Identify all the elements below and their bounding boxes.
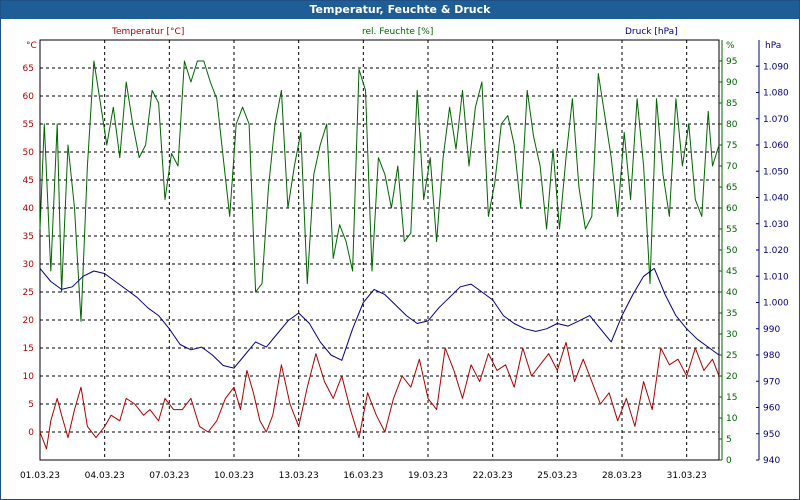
grid bbox=[40, 40, 719, 460]
plot-frame bbox=[39, 39, 720, 461]
pressure-tick-label: 1.070 bbox=[763, 115, 789, 125]
temperature-tick-label: 25 bbox=[23, 288, 34, 298]
labels-group: Temperatur [°C] rel. Feuchte [%] Druck [… bbox=[20, 27, 789, 481]
pressure-tick-label: 980 bbox=[763, 351, 780, 361]
x-tick-label: 13.03.23 bbox=[279, 471, 319, 481]
legend-humidity: rel. Feuchte [%] bbox=[362, 27, 433, 37]
x-tick-label: 10.03.23 bbox=[214, 471, 254, 481]
temperature-tick-label: 0 bbox=[28, 428, 34, 438]
pressure-tick-label: 970 bbox=[763, 377, 780, 387]
temperature-unit: °C bbox=[26, 41, 37, 51]
pressure-tick-label: 950 bbox=[763, 430, 780, 440]
pressure-tick-label: 1.030 bbox=[763, 220, 789, 230]
humidity-tick-label: 0 bbox=[726, 456, 732, 466]
legend-pressure: Druck [hPa] bbox=[625, 27, 678, 37]
legend-temperature: Temperatur [°C] bbox=[111, 27, 184, 37]
humidity-tick-label: 35 bbox=[726, 309, 737, 319]
pressure-tick-label: 1.000 bbox=[763, 299, 789, 309]
humidity-tick-label: 80 bbox=[726, 120, 738, 130]
pressure-tick-label: 1.080 bbox=[763, 89, 789, 99]
x-tick-label: 19.03.23 bbox=[408, 471, 448, 481]
humidity-tick-label: 55 bbox=[726, 225, 737, 235]
temperature-tick-label: 40 bbox=[23, 204, 35, 214]
pressure-tick-label: 1.090 bbox=[763, 62, 789, 72]
temperature-tick-label: 50 bbox=[23, 148, 35, 158]
x-tick-label: 04.03.23 bbox=[85, 471, 125, 481]
x-tick-label: 07.03.23 bbox=[149, 471, 189, 481]
series-group bbox=[39, 60, 720, 450]
temperature-tick-label: 35 bbox=[23, 232, 34, 242]
humidity-tick-label: 85 bbox=[726, 99, 737, 109]
x-tick-label: 22.03.23 bbox=[473, 471, 513, 481]
temperature-tick-label: 30 bbox=[23, 260, 35, 270]
pressure-tick-label: 940 bbox=[763, 456, 780, 466]
humidity-tick-label: 60 bbox=[726, 204, 738, 214]
pressure-tick-label: 1.050 bbox=[763, 167, 789, 177]
temperature-tick-label: 15 bbox=[23, 344, 34, 354]
pressure-line bbox=[39, 267, 720, 369]
humidity-line bbox=[39, 60, 720, 322]
window-title: Temperatur, Feuchte & Druck bbox=[1, 1, 799, 19]
pressure-unit: hPa bbox=[765, 41, 781, 51]
pressure-tick-label: 1.010 bbox=[763, 272, 789, 282]
axes-group bbox=[719, 40, 760, 461]
humidity-tick-label: 70 bbox=[726, 162, 738, 172]
temperature-tick-label: 45 bbox=[23, 176, 34, 186]
humidity-tick-label: 65 bbox=[726, 183, 737, 193]
temperature-tick-label: 10 bbox=[23, 372, 35, 382]
humidity-tick-label: 30 bbox=[726, 330, 738, 340]
humidity-unit: % bbox=[726, 41, 735, 51]
x-tick-label: 01.03.23 bbox=[20, 471, 60, 481]
humidity-tick-label: 40 bbox=[726, 288, 738, 298]
temperature-line bbox=[39, 341, 720, 450]
humidity-tick-label: 10 bbox=[726, 414, 738, 424]
humidity-tick-label: 5 bbox=[726, 435, 732, 445]
temperature-tick-label: 60 bbox=[23, 92, 35, 102]
humidity-tick-label: 20 bbox=[726, 372, 738, 382]
pressure-tick-label: 1.040 bbox=[763, 194, 789, 204]
pressure-tick-label: 1.020 bbox=[763, 246, 789, 256]
humidity-tick-label: 45 bbox=[726, 267, 737, 277]
pressure-tick-label: 990 bbox=[763, 325, 780, 335]
humidity-tick-label: 15 bbox=[726, 393, 737, 403]
humidity-tick-label: 90 bbox=[726, 78, 738, 88]
temperature-tick-label: 65 bbox=[23, 64, 34, 74]
temperature-tick-label: 55 bbox=[23, 120, 34, 130]
humidity-tick-label: 25 bbox=[726, 351, 737, 361]
humidity-tick-label: 95 bbox=[726, 57, 737, 67]
x-tick-label: 16.03.23 bbox=[343, 471, 383, 481]
pressure-tick-label: 960 bbox=[763, 404, 780, 414]
pressure-tick-label: 1.060 bbox=[763, 141, 789, 151]
x-tick-label: 28.03.23 bbox=[602, 471, 642, 481]
x-tick-label: 31.03.23 bbox=[667, 471, 707, 481]
temperature-tick-label: 5 bbox=[28, 400, 34, 410]
temperature-tick-label: 20 bbox=[23, 316, 35, 326]
x-tick-label: 25.03.23 bbox=[537, 471, 577, 481]
humidity-tick-label: 50 bbox=[726, 246, 738, 256]
humidity-tick-label: 75 bbox=[726, 141, 737, 151]
